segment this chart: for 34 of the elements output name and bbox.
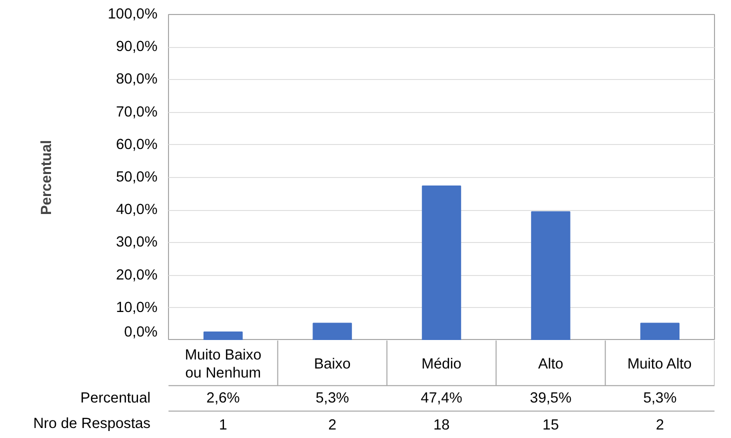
text: Percentual [80, 390, 151, 406]
y-tick-label: 90,0% [116, 39, 158, 56]
text: 18 [433, 417, 450, 434]
y-tick-label: 60,0% [116, 136, 158, 153]
bar [531, 211, 570, 340]
y-tick-label: 20,0% [116, 267, 158, 284]
text: 5,3% [316, 390, 350, 406]
y-tick-label: 30,0% [116, 234, 158, 251]
bar [640, 322, 680, 340]
text: 39,5% [530, 390, 572, 406]
y-tick-label: 40,0% [116, 202, 158, 218]
bar [422, 185, 462, 340]
text: 5,3% [643, 390, 677, 406]
x-tick-label: Baixo [314, 356, 351, 372]
bar [312, 322, 352, 340]
text: Nro de Respostas [33, 416, 151, 432]
text: 2 [328, 417, 336, 434]
x-tick-label: Muito Baixo ou Nenhum [184, 348, 262, 382]
y-tick-label: 50,0% [116, 170, 158, 186]
x-tick-label: Alto [538, 356, 564, 372]
text: 1 [219, 417, 228, 434]
bar [203, 332, 243, 340]
text: 2 [656, 417, 664, 434]
text: 47,4% [420, 390, 462, 406]
x-tick-label: Médio [422, 356, 462, 372]
y-axis-title: Percentual [38, 140, 55, 215]
x-tick-label: Muito Alto [627, 356, 692, 372]
text: 15 [542, 417, 559, 434]
y-tick-label: 100,0% [108, 6, 158, 22]
y-tick-label: 70,0% [116, 104, 158, 120]
text: 2,6% [206, 390, 240, 406]
y-tick-label: 0,0% [124, 324, 158, 340]
y-tick-label: 80,0% [116, 72, 158, 88]
y-tick-label: 10,0% [116, 300, 158, 316]
